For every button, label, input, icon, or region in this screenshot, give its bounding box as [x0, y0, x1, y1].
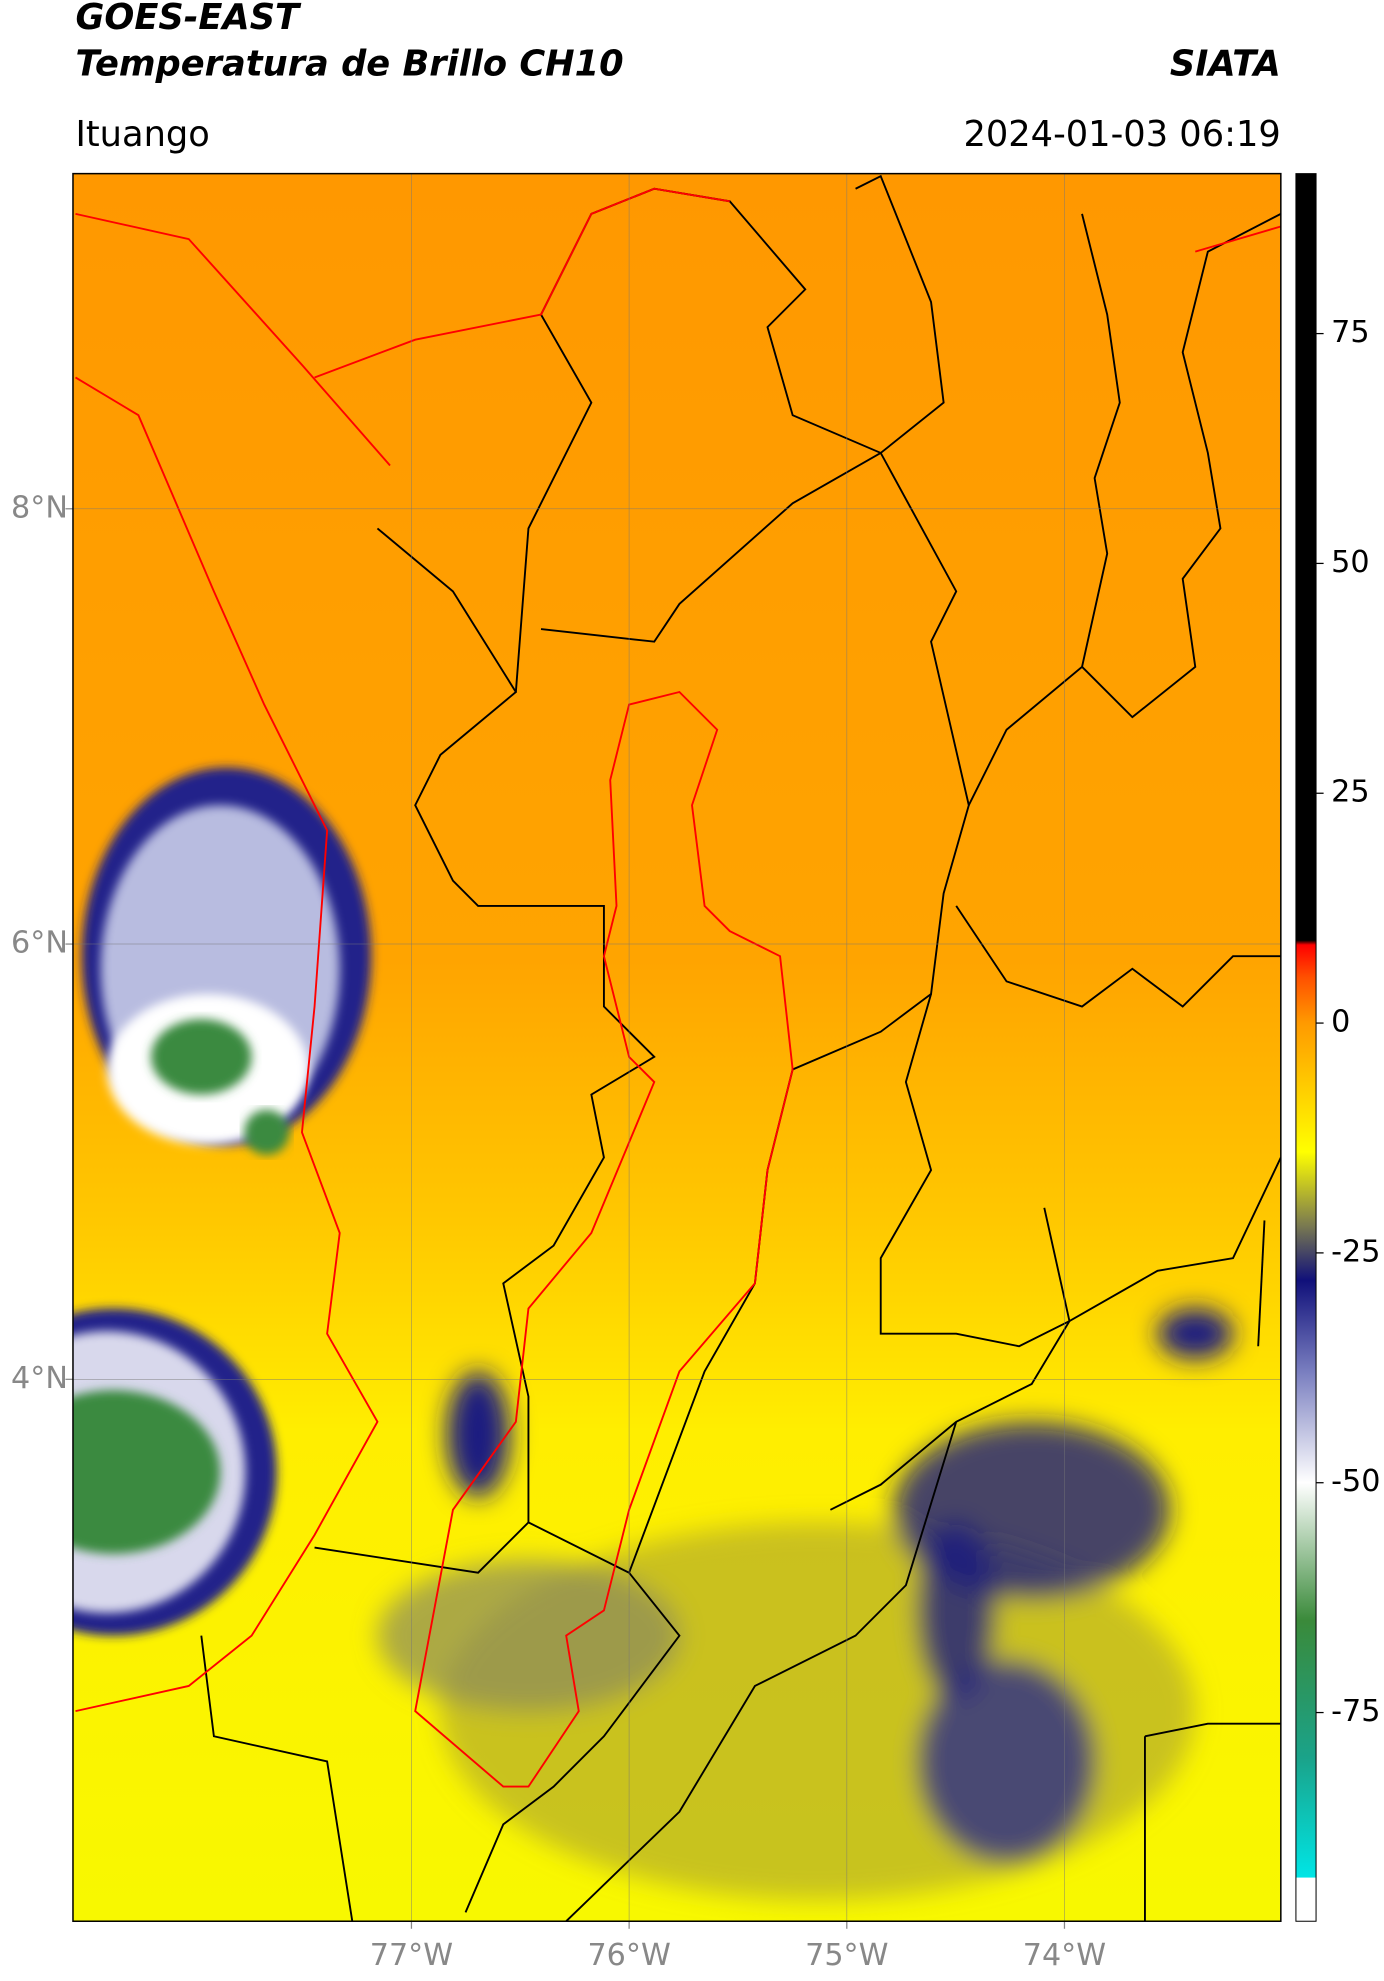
x-tick-label: 75°W — [805, 1938, 888, 1973]
colorbar-tick-label: -75 — [1331, 1694, 1380, 1729]
y-tick-label: 6°N — [11, 926, 68, 961]
datetime: 2024-01-03 06:19 — [963, 114, 1280, 155]
country-borders — [75, 187, 1281, 1788]
colorbar-scale — [1295, 173, 1317, 1922]
map-image — [72, 173, 1281, 1922]
cloud-cells — [72, 767, 372, 1636]
y-tick-label: 8°N — [11, 490, 68, 525]
x-tick-label: 76°W — [587, 1938, 670, 1973]
y-tick-label: 4°N — [11, 1361, 68, 1396]
colorbar-tick-label: 25 — [1331, 775, 1369, 810]
colorbar: 75 50 25 0 -25 -50 -75 — [1295, 173, 1380, 1922]
borders — [200, 174, 1281, 1922]
credit: SIATA — [1170, 43, 1281, 84]
colorbar-tick-label: 75 — [1331, 315, 1369, 350]
colorbar-tick-label: 0 — [1331, 1005, 1350, 1040]
x-tick-label: 74°W — [1023, 1938, 1106, 1973]
location: Ituango — [75, 114, 209, 155]
axes: 77°W 76°W 75°W 74°W 8°N 6°N 4°N — [11, 173, 1281, 1973]
colorbar-tick-label: -50 — [1331, 1464, 1380, 1499]
colorbar-tick-label: -25 — [1331, 1234, 1380, 1269]
colorbar-tick-label: 50 — [1331, 545, 1369, 580]
map-frame — [72, 172, 1282, 1922]
x-tick-label: 77°W — [370, 1938, 453, 1973]
subtitle: Temperatura de Brillo CH10 — [75, 43, 623, 84]
title: GOES-EAST — [75, 0, 302, 38]
